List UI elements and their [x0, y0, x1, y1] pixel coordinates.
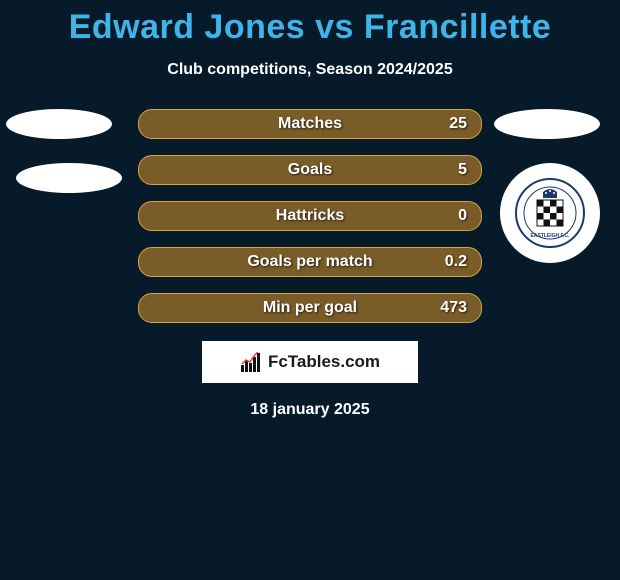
stat-label: Hattricks	[276, 207, 344, 225]
brand-box: FcTables.com	[202, 341, 418, 383]
stat-row-goals: Goals 5	[138, 155, 482, 185]
stat-value: 25	[449, 115, 467, 133]
stat-value: 5	[458, 161, 467, 179]
stat-value: 473	[440, 299, 467, 317]
stat-row-matches: Matches 25	[138, 109, 482, 139]
stat-row-min-per-goal: Min per goal 473	[138, 293, 482, 323]
stat-row-goals-per-match: Goals per match 0.2	[138, 247, 482, 277]
stat-row-hattricks: Hattricks 0	[138, 201, 482, 231]
fctables-logo-icon	[240, 351, 262, 373]
eastleigh-crest-icon: EASTLEIGH F.C.	[515, 178, 585, 248]
stat-value: 0.2	[445, 253, 467, 271]
stat-label: Matches	[278, 115, 342, 133]
right-club-crest: EASTLEIGH F.C.	[500, 163, 600, 263]
stat-label: Goals	[288, 161, 332, 179]
brand-text: FcTables.com	[268, 352, 380, 372]
stat-label: Goals per match	[247, 253, 372, 271]
left-badge-1	[6, 109, 112, 139]
comparison-rows: EASTLEIGH F.C. Matches 25 Goals 5 Hattri…	[0, 109, 620, 323]
page-title: Edward Jones vs Francillette	[0, 0, 620, 47]
right-badge-1	[494, 109, 600, 139]
left-badge-2	[16, 163, 122, 193]
page-subtitle: Club competitions, Season 2024/2025	[0, 61, 620, 79]
date-text: 18 january 2025	[0, 401, 620, 419]
stat-value: 0	[458, 207, 467, 225]
stat-label: Min per goal	[263, 299, 357, 317]
svg-text:EASTLEIGH F.C.: EASTLEIGH F.C.	[531, 233, 571, 239]
